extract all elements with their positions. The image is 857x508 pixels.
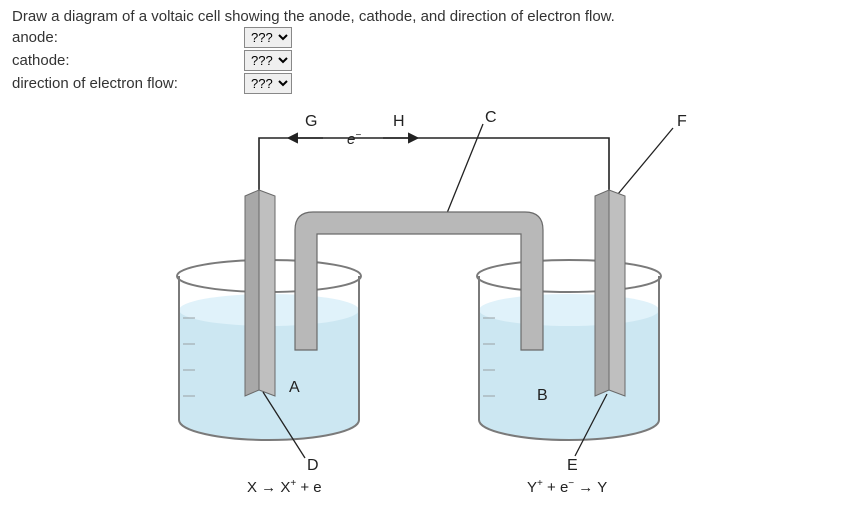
left-reaction: X → X+ + e	[247, 478, 322, 496]
question-prompt: Draw a diagram of a voltaic cell showing…	[12, 8, 845, 25]
label-anode: anode:	[12, 29, 244, 46]
select-electron-flow[interactable]: ???	[244, 73, 292, 94]
row-electron-flow: direction of electron flow: ???	[12, 73, 845, 94]
left-electrode	[245, 190, 275, 396]
label-cathode: cathode:	[12, 52, 244, 69]
right-electrode	[595, 190, 625, 396]
row-anode: anode: ???	[12, 27, 845, 48]
voltaic-cell-diagram: G H e− C F	[109, 100, 749, 500]
label-A: A	[289, 379, 300, 396]
label-electron-flow: direction of electron flow:	[12, 75, 244, 92]
lead-F	[613, 128, 673, 200]
label-B: B	[537, 387, 548, 404]
label-C: C	[485, 109, 497, 126]
select-cathode[interactable]: ???	[244, 50, 292, 71]
row-cathode: cathode: ???	[12, 50, 845, 71]
label-E: E	[567, 457, 578, 474]
diagram-container: G H e− C F	[12, 100, 845, 500]
label-e-minus: e−	[347, 130, 361, 148]
wire	[259, 138, 609, 196]
label-H: H	[393, 113, 405, 130]
select-anode[interactable]: ???	[244, 27, 292, 48]
label-D: D	[307, 457, 319, 474]
label-G: G	[305, 113, 317, 130]
label-F: F	[677, 113, 687, 130]
right-reaction: Y+ + e− → Y	[527, 478, 607, 496]
right-beaker	[477, 260, 661, 440]
